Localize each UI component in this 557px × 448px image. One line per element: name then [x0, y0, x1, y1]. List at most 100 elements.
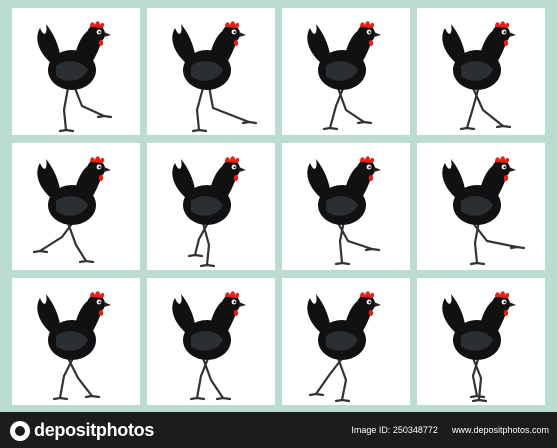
hen-head: [492, 295, 510, 313]
front-leg: [314, 354, 346, 396]
hen-wing: [326, 331, 358, 351]
hen-sprite: [172, 156, 246, 268]
foot-toes: [199, 263, 216, 268]
hen-comb: [90, 291, 105, 298]
hen-tail: [442, 159, 465, 199]
hen-tail: [172, 159, 195, 199]
hen-wing: [326, 196, 358, 216]
hen: [37, 291, 111, 401]
hen-head: [87, 295, 105, 313]
hen-wattle: [98, 175, 104, 181]
hen-comb: [360, 156, 375, 163]
hen-legs: [52, 354, 101, 401]
foot-toes: [356, 120, 373, 125]
hen-tail: [37, 159, 60, 199]
hen-pupil: [233, 301, 236, 304]
hen-head: [357, 160, 375, 178]
hen-comb: [225, 21, 240, 28]
foot-toes: [215, 396, 232, 401]
hen-tail: [37, 24, 60, 64]
hen-sprite: [37, 21, 113, 133]
hen-head: [87, 160, 105, 178]
hen-wing: [56, 331, 88, 351]
hen-sprite: [442, 291, 516, 403]
foot-toes: [459, 126, 476, 131]
hen-wing: [461, 196, 493, 216]
hen-beak: [239, 32, 246, 37]
front-leg: [465, 84, 481, 130]
hen-wattle: [368, 310, 374, 316]
hen-wing: [326, 61, 358, 81]
hen-beak: [509, 302, 516, 307]
hen-head: [222, 25, 240, 43]
front-leg: [38, 219, 76, 253]
sprite-frame-9: [12, 278, 140, 405]
hen-wattle: [98, 310, 104, 316]
hen-sprite: [172, 21, 258, 133]
hen-beak: [104, 32, 111, 37]
foot-toes: [191, 128, 208, 133]
sprite-frame-7: [282, 143, 410, 270]
foot-toes: [364, 247, 381, 252]
foot-toes: [84, 394, 101, 399]
sprite-frame-12: [417, 278, 545, 405]
hen-wattle: [98, 40, 104, 46]
hen-tail: [307, 159, 330, 199]
sprite-frame-8: [417, 143, 545, 270]
hen-comb: [495, 21, 510, 28]
hen-legs: [189, 354, 232, 401]
hen-wing: [461, 331, 493, 351]
hen-legs: [187, 219, 216, 268]
hen-wing: [461, 61, 493, 81]
foot-toes: [509, 245, 526, 250]
hen-sprite: [172, 291, 246, 401]
front-leg: [471, 354, 481, 398]
hen-comb: [495, 291, 510, 298]
sprite-frame-2: [147, 8, 275, 135]
hen-legs: [469, 219, 526, 266]
hen-beak: [239, 302, 246, 307]
hen: [442, 156, 526, 266]
foot-toes: [334, 398, 351, 403]
hen-legs: [58, 84, 113, 133]
front-leg: [328, 84, 346, 130]
hen-beak: [104, 167, 111, 172]
foot-toes: [495, 124, 512, 129]
back-leg: [336, 356, 348, 402]
hen-legs: [469, 354, 488, 403]
sprite-frame-5: [12, 143, 140, 270]
foot-toes: [58, 128, 75, 133]
sprite-frame-1: [12, 8, 140, 135]
hen-legs: [322, 84, 373, 131]
foot-toes: [322, 126, 339, 131]
foot-toes: [189, 396, 206, 401]
hen-head: [222, 295, 240, 313]
hen-wattle: [233, 40, 239, 46]
hen-wing: [191, 61, 223, 81]
hen-sprite: [307, 21, 381, 131]
hen-wing: [56, 61, 88, 81]
back-leg: [471, 221, 519, 249]
hen-sprite: [307, 156, 381, 266]
hen-head: [87, 25, 105, 43]
hen-tail: [307, 24, 330, 64]
hen: [442, 21, 516, 131]
hen: [172, 21, 258, 133]
hen-legs: [191, 84, 258, 133]
foot-toes: [32, 249, 49, 254]
hen-head: [492, 25, 510, 43]
hen-tail: [442, 24, 465, 64]
back-leg: [66, 221, 88, 263]
hen-pupil: [503, 301, 506, 304]
back-leg: [195, 86, 205, 132]
hen-pupil: [98, 301, 101, 304]
front-leg: [193, 219, 211, 257]
front-leg: [195, 354, 211, 400]
sprite-frame-3: [282, 8, 410, 135]
hen: [32, 156, 111, 264]
hen-comb: [360, 21, 375, 28]
hen-sprite: [442, 156, 526, 266]
hen-head: [222, 160, 240, 178]
foot-toes: [471, 398, 488, 403]
back-leg: [66, 356, 94, 398]
